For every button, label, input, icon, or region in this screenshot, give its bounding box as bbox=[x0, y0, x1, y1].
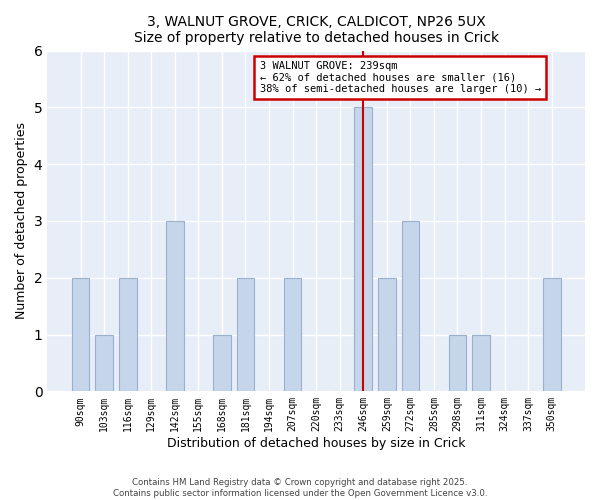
Bar bbox=[355, 108, 372, 392]
Bar bbox=[236, 278, 254, 392]
Bar bbox=[95, 334, 113, 392]
Bar bbox=[472, 334, 490, 392]
Bar bbox=[119, 278, 137, 392]
Bar bbox=[166, 221, 184, 392]
X-axis label: Distribution of detached houses by size in Crick: Distribution of detached houses by size … bbox=[167, 437, 466, 450]
Bar bbox=[378, 278, 395, 392]
Bar bbox=[401, 221, 419, 392]
Bar bbox=[72, 278, 89, 392]
Text: 3 WALNUT GROVE: 239sqm
← 62% of detached houses are smaller (16)
38% of semi-det: 3 WALNUT GROVE: 239sqm ← 62% of detached… bbox=[260, 61, 541, 94]
Text: Contains HM Land Registry data © Crown copyright and database right 2025.
Contai: Contains HM Land Registry data © Crown c… bbox=[113, 478, 487, 498]
Bar bbox=[543, 278, 560, 392]
Bar bbox=[449, 334, 466, 392]
Bar bbox=[284, 278, 301, 392]
Bar bbox=[213, 334, 231, 392]
Y-axis label: Number of detached properties: Number of detached properties bbox=[15, 122, 28, 320]
Title: 3, WALNUT GROVE, CRICK, CALDICOT, NP26 5UX
Size of property relative to detached: 3, WALNUT GROVE, CRICK, CALDICOT, NP26 5… bbox=[134, 15, 499, 45]
